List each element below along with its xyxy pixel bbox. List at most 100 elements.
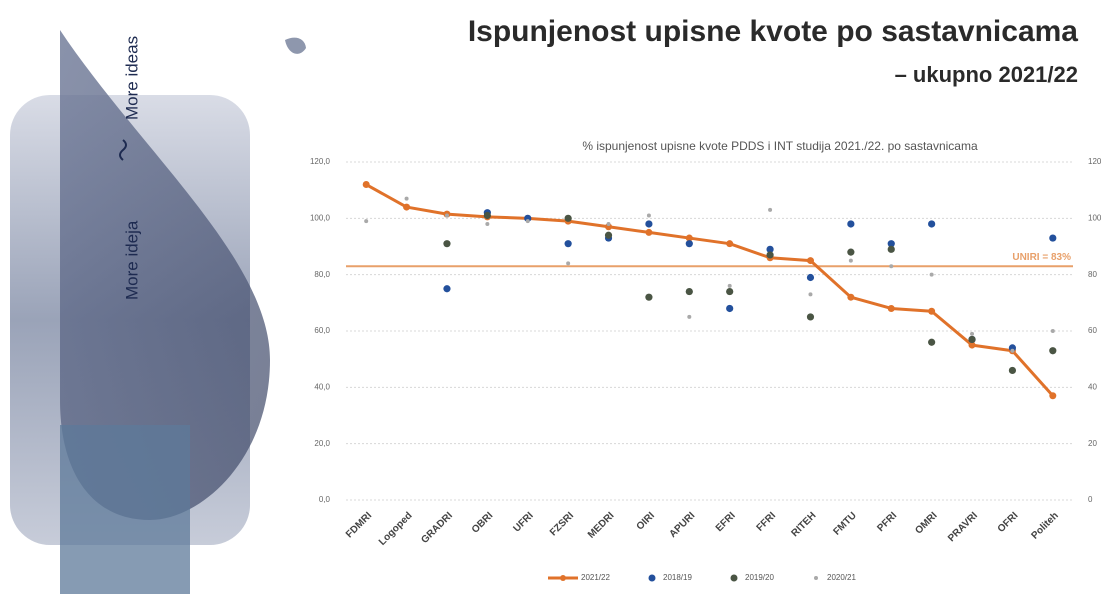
y2-tick-label: 20 [1088,439,1097,448]
point [807,274,814,281]
x-tick-label: OMRI [913,510,939,536]
x-tick-label: UFRI [511,510,535,534]
tagline: More ideas [122,36,141,120]
line-marker [403,204,410,211]
point [849,259,853,263]
point [728,284,732,288]
point [645,294,652,301]
page: More ideja More ideas Ispunjenost upisne… [0,0,1105,594]
reference-label: UNIRI = 83% [1012,252,1071,263]
point [968,336,975,343]
point [443,240,450,247]
legend-label: 2019/20 [745,573,774,582]
legend-swatch [560,575,566,581]
point [1009,367,1016,374]
line-marker [726,240,733,247]
y-tick-label: 0,0 [319,495,331,504]
line-marker [928,308,935,315]
x-tick-label: GRADRI [419,510,455,546]
point [928,220,935,227]
legend-swatch [649,575,656,582]
point [847,249,854,256]
line-marker [847,294,854,301]
x-tick-label: FZSRI [548,510,576,538]
x-tick-label: APURI [668,510,698,540]
point [405,197,409,201]
point [566,261,570,265]
point [526,219,530,223]
point [645,220,652,227]
point [565,240,572,247]
y-tick-label: 100,0 [310,213,331,222]
point [726,288,733,295]
x-tick-label: FFRI [755,510,779,534]
point [445,214,449,218]
y2-tick-label: 80 [1088,270,1097,279]
slide: More ideja More ideas Ispunjenost upisne… [0,0,1105,594]
x-tick-label: Logoped [377,510,415,548]
x-tick-label: PFRI [875,510,899,534]
x-tick-label: FMTU [831,510,858,537]
x-tick-label: RITEH [789,510,818,539]
decoration [60,425,190,594]
tagline: More ideja [122,220,141,300]
point [565,215,572,222]
y2-tick-label: 40 [1088,382,1097,391]
point [1010,349,1014,353]
legend-label: 2018/19 [663,573,692,582]
point [888,246,895,253]
point [687,315,691,319]
legend-swatch [731,575,738,582]
y2-tick-label: 120 [1088,157,1102,166]
line-marker [363,181,370,188]
point [808,292,812,296]
y-tick-label: 80,0 [314,270,330,279]
point [686,240,693,247]
series-line [366,185,1053,396]
y-tick-label: 20,0 [314,439,330,448]
point [1051,329,1055,333]
legend-label: 2021/22 [581,573,610,582]
point [807,313,814,320]
legend-swatch [814,576,818,580]
y2-tick-label: 0 [1088,495,1093,504]
x-tick-label: PRAVRI [946,510,980,544]
point [364,219,368,223]
line-marker [807,257,814,264]
x-tick-label: EFRI [714,510,738,534]
point [766,251,773,258]
point [443,285,450,292]
y2-tick-label: 60 [1088,326,1097,335]
point [1049,347,1056,354]
point [970,332,974,336]
y-tick-label: 40,0 [314,382,330,391]
point [930,273,934,277]
chart-title: % ispunjenost upisne kvote PDDS i INT st… [582,139,978,153]
slide-subtitle: – ukupno 2021/22 [895,62,1078,87]
point [1049,234,1056,241]
point [768,208,772,212]
x-tick-label: MEDRI [586,510,617,541]
x-tick-label: OBRI [470,510,496,536]
x-tick-label: OFRI [996,510,1021,535]
line-marker [1049,392,1056,399]
point [847,220,854,227]
point [485,222,489,226]
point [607,222,611,226]
point [686,288,693,295]
x-tick-label: OIRI [635,510,657,532]
point [928,339,935,346]
point [484,212,491,219]
y2-tick-label: 100 [1088,213,1102,222]
line-marker [645,229,652,236]
x-tick-label: Politeh [1029,510,1060,541]
slide-title: Ispunjenost upisne kvote po sastavnicama [468,15,1078,48]
point [605,232,612,239]
line-marker [888,305,895,312]
point [889,264,893,268]
y-tick-label: 120,0 [310,157,331,166]
point [647,214,651,218]
point [726,305,733,312]
legend-label: 2020/21 [827,573,856,582]
y-tick-label: 60,0 [314,326,330,335]
